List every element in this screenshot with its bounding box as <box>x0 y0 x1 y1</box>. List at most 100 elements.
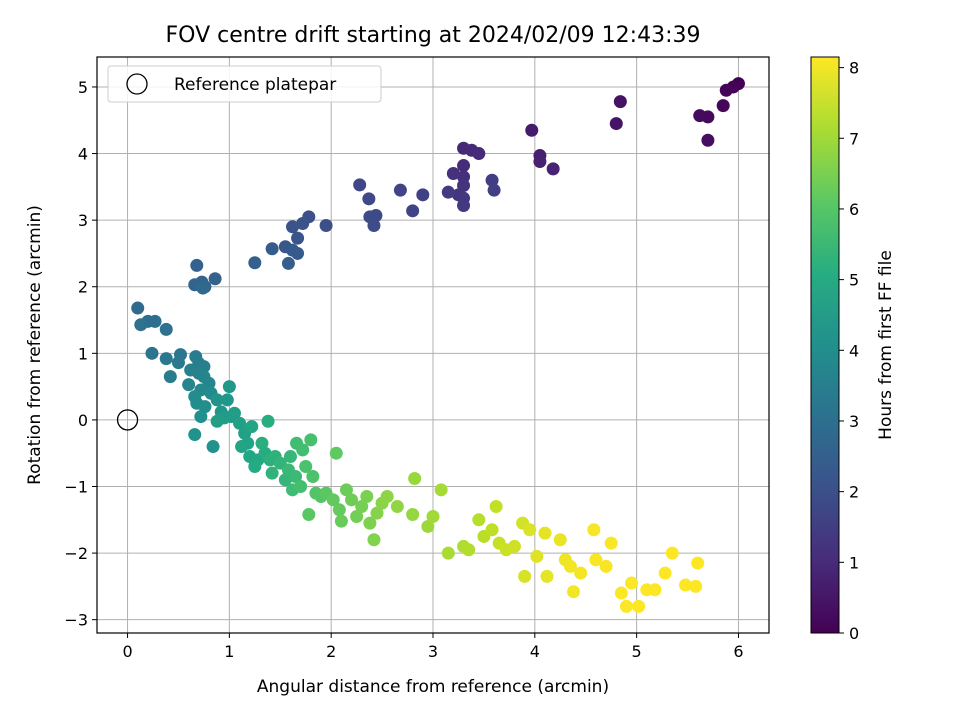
data-point <box>278 473 292 487</box>
data-point <box>408 472 422 486</box>
colorbar-tick-label: 6 <box>849 200 859 219</box>
data-point <box>353 178 367 192</box>
x-tick-label: 3 <box>428 642 438 661</box>
colorbar-tick-label: 3 <box>849 412 859 431</box>
data-point <box>248 256 262 270</box>
data-point <box>345 493 359 507</box>
colorbar-tick-label: 4 <box>849 341 859 360</box>
x-axis-label: Angular distance from reference (arcmin) <box>257 677 609 697</box>
data-point <box>553 533 567 547</box>
data-point <box>210 414 224 428</box>
data-point <box>441 546 455 560</box>
data-point <box>416 188 430 202</box>
data-point <box>434 483 448 497</box>
data-point <box>380 489 394 503</box>
colorbar <box>810 56 840 634</box>
colorbar-tick-label: 1 <box>849 553 859 572</box>
data-point <box>485 523 499 537</box>
data-point <box>291 246 305 260</box>
data-point <box>171 356 185 370</box>
data-point <box>613 95 627 109</box>
data-point <box>326 493 340 507</box>
data-point <box>523 523 537 537</box>
data-point <box>719 83 733 97</box>
data-point <box>291 231 305 245</box>
data-point <box>334 514 348 528</box>
data-point <box>487 183 501 197</box>
x-tick-label: 0 <box>122 642 132 661</box>
grid-lines <box>97 57 769 633</box>
data-point <box>208 272 222 286</box>
y-tick-label: −2 <box>64 544 88 563</box>
data-point <box>206 440 220 454</box>
y-tick-label: 3 <box>78 211 88 230</box>
colorbar-tick-label: 8 <box>849 59 859 78</box>
colorbar-tick-label: 7 <box>849 129 859 148</box>
data-point <box>163 370 177 384</box>
data-point <box>332 503 346 517</box>
data-point <box>716 99 730 113</box>
data-point <box>265 466 279 480</box>
data-point <box>196 281 210 295</box>
y-tick-label: 1 <box>78 344 88 363</box>
data-point <box>406 204 420 218</box>
data-point <box>261 414 275 428</box>
colorbar-ticks: 0 1 2 3 4 5 6 7 8 <box>839 59 859 643</box>
data-point <box>299 460 313 474</box>
data-point <box>159 322 173 336</box>
data-point <box>159 352 173 366</box>
data-point <box>296 216 310 230</box>
data-point <box>194 410 208 424</box>
data-point <box>691 556 705 570</box>
data-point <box>145 346 159 360</box>
data-point <box>350 509 364 523</box>
data-point <box>457 159 471 173</box>
legend: Reference platepar <box>107 65 382 103</box>
data-point <box>355 499 369 513</box>
data-point <box>329 446 343 460</box>
data-point <box>294 480 308 494</box>
data-point <box>362 192 376 206</box>
data-point <box>233 416 247 430</box>
data-point <box>363 516 377 530</box>
data-point <box>360 489 374 503</box>
data-point <box>679 578 693 592</box>
data-point <box>285 220 299 234</box>
data-point <box>248 460 262 474</box>
y-tick-label: 4 <box>78 145 88 164</box>
data-point <box>131 301 145 315</box>
data-point <box>589 553 603 567</box>
y-axis-ticks: −3 −2 −1 0 1 2 3 4 5 <box>64 78 97 630</box>
data-point <box>198 400 212 414</box>
data-point <box>599 559 613 573</box>
data-point <box>421 519 435 533</box>
data-point <box>689 579 703 593</box>
data-point <box>265 242 279 256</box>
data-point <box>567 585 581 599</box>
data-point <box>632 599 646 613</box>
data-point <box>210 393 224 407</box>
data-point <box>245 420 259 434</box>
x-tick-label: 6 <box>733 642 743 661</box>
data-point <box>255 436 269 450</box>
data-point <box>370 506 384 520</box>
data-point <box>533 155 547 169</box>
reference-platepar-marker <box>116 409 139 431</box>
data-point <box>507 539 521 553</box>
data-point <box>518 569 532 583</box>
x-tick-label: 1 <box>224 642 234 661</box>
data-point <box>367 218 381 232</box>
data-point <box>489 499 503 513</box>
data-point <box>390 499 404 513</box>
data-point <box>658 566 672 580</box>
data-point <box>604 536 618 550</box>
data-point <box>235 440 249 454</box>
y-tick-label: 0 <box>78 411 88 430</box>
data-point <box>472 513 486 527</box>
data-point <box>540 569 554 583</box>
y-axis-label: Rotation from reference (arcmin) <box>25 205 45 485</box>
x-tick-label: 4 <box>530 642 540 661</box>
data-point <box>693 109 707 123</box>
y-tick-label: 5 <box>78 78 88 97</box>
data-point <box>296 443 310 457</box>
